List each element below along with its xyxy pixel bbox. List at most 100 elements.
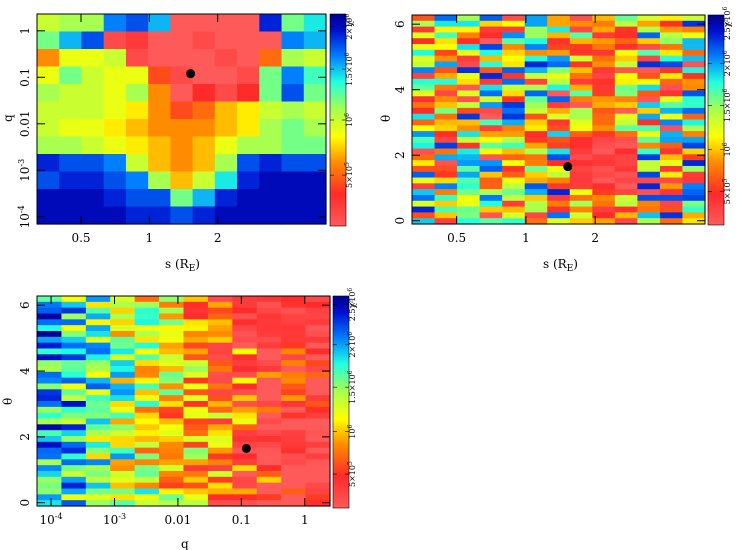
heatmap-cell <box>502 90 526 97</box>
heatmap-cell <box>682 55 706 63</box>
heatmap-cell <box>37 171 60 190</box>
heatmap-cell <box>207 488 233 495</box>
panel-s-q-heatmap-cells <box>37 14 327 225</box>
heatmap-cell <box>479 189 503 196</box>
heatmap-cell <box>659 136 684 144</box>
heatmap-cell <box>412 189 436 196</box>
heatmap-cell <box>305 482 331 490</box>
heatmap-cell <box>183 412 209 420</box>
heatmap-cell <box>232 348 258 355</box>
heatmap-cell <box>305 436 331 443</box>
heatmap-cell <box>61 377 87 385</box>
heatmap-cell <box>614 212 638 219</box>
heatmap-cell <box>682 194 706 202</box>
heatmap-cell <box>281 296 307 303</box>
heatmap-cell <box>110 471 136 478</box>
heatmap-cell <box>569 183 593 190</box>
heatmap-cell <box>502 49 526 57</box>
heatmap-cell <box>59 49 83 68</box>
heatmap-cell <box>502 20 526 28</box>
heatmap-cell <box>434 84 458 92</box>
heatmap-cell <box>303 154 327 173</box>
heatmap-cell <box>134 313 160 320</box>
heatmap-cell <box>232 296 258 303</box>
heatmap-cell <box>207 401 233 408</box>
heatmap-cell <box>237 14 260 33</box>
heatmap-cell <box>103 49 127 68</box>
heatmap-cell <box>61 424 87 431</box>
heatmap-cell <box>85 447 111 455</box>
heatmap-cell <box>547 194 571 202</box>
heatmap-cell <box>85 412 111 420</box>
heatmap-cell <box>524 67 548 74</box>
heatmap-cell <box>103 66 127 85</box>
heatmap-cell <box>232 424 258 431</box>
tick-label: 6 <box>393 20 407 28</box>
heatmap-cell <box>110 383 136 390</box>
heatmap-cell <box>281 31 305 50</box>
heatmap-cell <box>614 183 638 190</box>
heatmap-cell <box>281 465 307 472</box>
heatmap-cell <box>125 136 149 155</box>
heatmap-cell <box>502 107 526 115</box>
heatmap-cell <box>547 136 571 144</box>
heatmap-cell <box>637 67 661 74</box>
heatmap-cell <box>37 49 60 68</box>
heatmap-cell <box>569 200 593 208</box>
colorbar-tick-label: 106 <box>347 425 357 439</box>
heatmap-cell <box>637 171 661 179</box>
heatmap-cell <box>524 154 548 161</box>
heatmap-cell <box>256 389 282 396</box>
heatmap-cell <box>85 471 111 478</box>
heatmap-cell <box>159 430 185 437</box>
heatmap-cell <box>305 319 331 326</box>
heatmap-cell <box>412 177 436 184</box>
heatmap-cell <box>61 471 87 478</box>
heatmap-cell <box>434 125 458 132</box>
heatmap-cell <box>85 389 111 396</box>
heatmap-cell <box>232 465 258 472</box>
heatmap-cell <box>592 218 616 225</box>
heatmap-cell <box>637 125 661 132</box>
heatmap-cell <box>134 331 160 338</box>
heatmap-cell <box>524 26 548 34</box>
heatmap-cell <box>659 183 684 190</box>
heatmap-cell <box>214 154 238 173</box>
heatmap-cell <box>524 171 548 179</box>
heatmap-cell <box>637 61 661 68</box>
heatmap-cell <box>682 32 706 39</box>
heatmap-cell <box>569 73 593 80</box>
heatmap-cell <box>134 307 160 315</box>
heatmap-cell <box>502 160 526 167</box>
heatmap-cell <box>637 165 661 173</box>
heatmap-cell <box>37 307 63 315</box>
heatmap-cell <box>524 183 548 190</box>
heatmap-cell <box>592 148 616 155</box>
colorbar-tick-label: 106 <box>722 142 732 156</box>
heatmap-cell <box>134 301 160 309</box>
heatmap-cell <box>37 465 63 472</box>
heatmap-cell <box>37 348 63 355</box>
heatmap-cell <box>110 441 136 449</box>
heatmap-cell <box>412 160 436 167</box>
heatmap-cell <box>637 84 661 92</box>
heatmap-cell <box>457 148 481 155</box>
heatmap-cell <box>457 131 481 138</box>
heatmap-cell <box>85 325 111 332</box>
heatmap-cell <box>81 171 105 190</box>
best-fit-marker <box>563 162 573 172</box>
heatmap-cell <box>259 14 283 33</box>
heatmap-cell <box>281 360 307 367</box>
heatmap-cell <box>256 488 282 495</box>
heatmap-cell <box>159 447 185 455</box>
heatmap-cell <box>134 296 160 303</box>
heatmap-cell <box>614 142 638 150</box>
heatmap-cell <box>457 20 481 28</box>
heatmap-cell <box>61 296 87 303</box>
heatmap-cell <box>281 436 307 443</box>
heatmap-cell <box>569 15 593 22</box>
heatmap-cell <box>110 336 136 344</box>
heatmap-cell <box>637 160 661 167</box>
heatmap-cell <box>103 136 127 155</box>
